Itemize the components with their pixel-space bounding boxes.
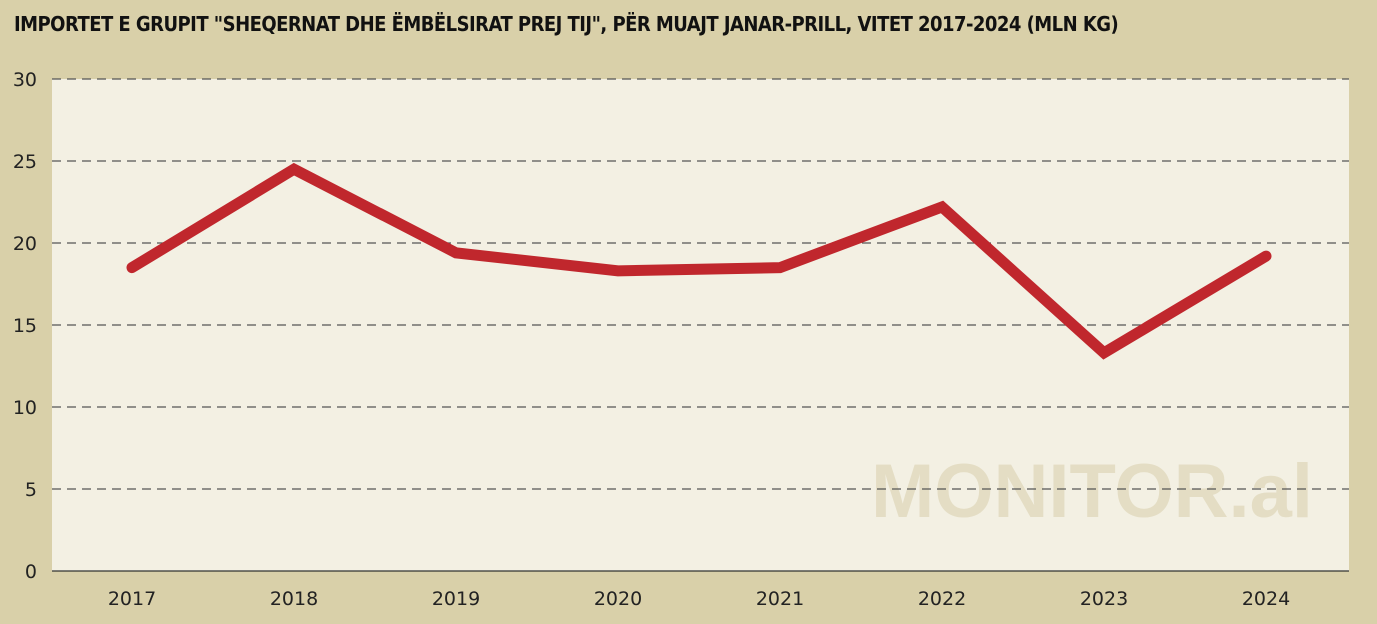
x-tick-label: 2024	[1242, 588, 1290, 610]
data-point	[455, 252, 457, 254]
data-point	[779, 267, 781, 269]
data-point	[293, 168, 295, 170]
x-tick-label: 2018	[270, 588, 318, 610]
x-tick-label: 2022	[918, 588, 966, 610]
x-tick-label: 2019	[432, 588, 480, 610]
data-point	[131, 267, 133, 269]
y-tick-label: 20	[13, 233, 37, 255]
y-tick-label: 10	[13, 397, 37, 419]
x-tick-label: 2017	[108, 588, 156, 610]
data-point	[941, 206, 943, 208]
y-tick-label: 0	[25, 561, 37, 583]
series-line	[126, 162, 1272, 360]
y-tick-label: 5	[25, 479, 37, 501]
data-point	[1103, 352, 1105, 354]
y-tick-labels: 0 5 10 15 20 25 30	[13, 69, 37, 583]
grid-lines	[52, 78, 1349, 490]
series-layer	[126, 162, 1272, 360]
data-point	[617, 270, 619, 272]
x-tick-labels: 2017 2018 2019 2020 2021 2022 2023 2024	[108, 588, 1290, 610]
y-tick-label: 15	[13, 315, 37, 337]
y-tick-label: 25	[13, 151, 37, 173]
watermark: MONITOR.al	[871, 449, 1313, 534]
x-tick-label: 2023	[1080, 588, 1128, 610]
x-tick-label: 2021	[756, 588, 804, 610]
data-point	[1265, 255, 1267, 257]
chart-title: IMPORTET E GRUPIT "SHEQERNAT DHE ËMBËLSI…	[14, 12, 1119, 36]
y-tick-label: 30	[13, 69, 37, 91]
x-tick-label: 2020	[594, 588, 642, 610]
